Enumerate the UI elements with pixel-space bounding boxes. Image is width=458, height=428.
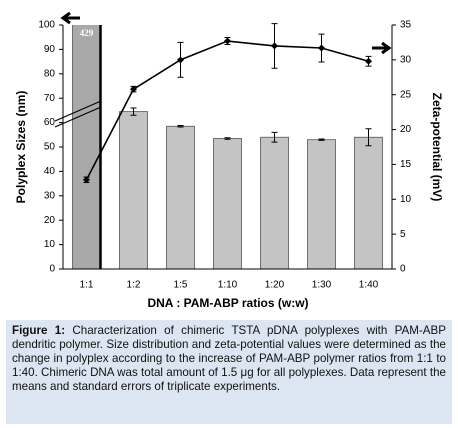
x-tick-label: 1:30 — [312, 280, 332, 291]
x-tick-label: 1:20 — [265, 280, 285, 291]
y2-tick-label: 25 — [400, 89, 412, 100]
caption: Figure 1: Characterization of chimeric T… — [6, 320, 452, 424]
x-tick-label: 1:2 — [127, 280, 141, 291]
bar — [119, 111, 148, 269]
left-arrow — [60, 11, 80, 25]
y2-tick-label: 0 — [400, 264, 406, 275]
marker — [177, 56, 184, 64]
error-bar — [177, 125, 184, 128]
bar — [260, 136, 289, 269]
y-tick-label: 20 — [44, 215, 56, 226]
bar — [72, 25, 101, 269]
x-tick-label: 1:10 — [218, 280, 238, 291]
bar — [354, 136, 383, 269]
error-bar — [130, 107, 137, 116]
marker — [318, 44, 325, 52]
plot-area — [72, 25, 383, 269]
x-tick-label: 1:40 — [359, 280, 379, 291]
y-tick-label: 70 — [44, 93, 56, 104]
y-tick-label: 100 — [38, 20, 55, 31]
y2-tick-label: 30 — [400, 54, 412, 65]
marker — [130, 85, 137, 93]
y-tick-label: 10 — [44, 239, 56, 250]
y2-tick-label: 10 — [400, 194, 412, 205]
error-bar — [365, 128, 372, 147]
right-arrow — [372, 41, 392, 55]
y2-tick-label: 15 — [400, 159, 412, 170]
axis-break — [54, 100, 102, 128]
x-tick-label: 1:5 — [174, 280, 188, 291]
y2-tick-label: 5 — [400, 229, 406, 240]
marker — [83, 176, 90, 184]
y-tick-label: 30 — [44, 190, 56, 201]
chart: Polyplex Sizes (nm) Zeta-potential (mV) … — [14, 11, 444, 310]
y-tick-label: 80 — [44, 68, 56, 79]
marker — [271, 42, 278, 50]
caption-text: Characterization of chimeric TSTA pDNA p… — [12, 324, 446, 393]
y-tick-label: 50 — [44, 142, 56, 153]
marker — [224, 37, 231, 45]
error-bar — [318, 138, 325, 141]
bar — [213, 138, 242, 269]
caption-label: Figure 1: — [12, 324, 66, 337]
bar — [307, 139, 336, 269]
y-tick-label: 60 — [44, 117, 56, 128]
marker — [365, 57, 372, 65]
y2-axis-label: Zeta-potential (mV) — [430, 93, 444, 202]
error-bar — [224, 137, 231, 140]
error-bar — [271, 131, 278, 143]
y2-tick-label: 20 — [400, 124, 412, 135]
y-tick-label: 0 — [49, 264, 55, 275]
x-tick-label: 1:1 — [80, 280, 94, 291]
bar — [166, 125, 195, 269]
value-label: 429 — [80, 28, 94, 38]
x-axis-label: DNA : PAM-ABP ratios (w:w) — [147, 296, 308, 310]
y-tick-label: 40 — [44, 166, 56, 177]
y-axis-label: Polyplex Sizes (nm) — [14, 91, 28, 204]
y-tick-label: 90 — [44, 44, 56, 55]
y2-tick-label: 35 — [400, 20, 412, 31]
